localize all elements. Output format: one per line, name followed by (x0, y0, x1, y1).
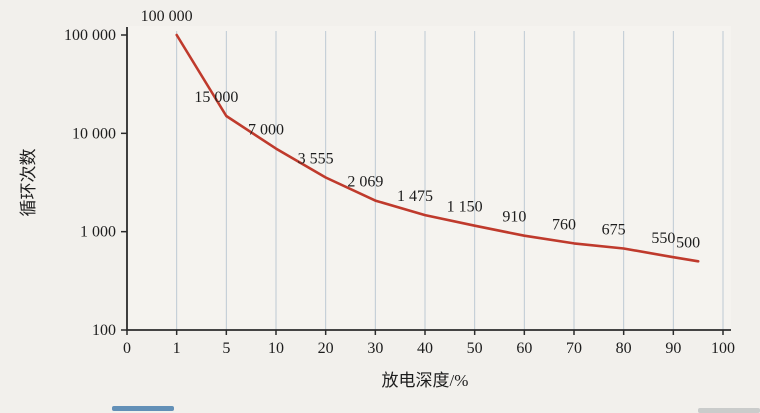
point-label: 1 475 (397, 188, 433, 205)
x-tick-label: 50 (467, 340, 483, 357)
x-tick-label: 1 (173, 340, 181, 357)
y-tick-label: 1 000 (80, 224, 116, 241)
point-label: 100 000 (141, 8, 193, 25)
x-tick-label: 0 (123, 340, 131, 357)
x-tick-label: 60 (516, 340, 532, 357)
cycle-life-curve (175, 33, 700, 263)
x-tick-label: 70 (566, 340, 582, 357)
point-label: 3 555 (298, 151, 334, 168)
scan-artifact-left (112, 406, 174, 411)
point-label: 550 (651, 230, 675, 247)
point-label: 675 (602, 221, 626, 238)
point-label: 15 000 (194, 89, 238, 106)
x-tick-label: 30 (367, 340, 383, 357)
y-tick-label: 10 000 (72, 125, 116, 142)
y-tick-label: 100 000 (64, 27, 116, 44)
point-label: 1 150 (447, 199, 483, 216)
x-tick-label: 80 (616, 340, 632, 357)
scan-artifact-right (698, 408, 760, 413)
point-label: 7 000 (248, 122, 284, 139)
x-tick-label: 10 (268, 340, 284, 357)
y-ticks (121, 34, 127, 331)
x-tick-label: 40 (417, 340, 433, 357)
point-label: 910 (502, 209, 526, 226)
point-label: 500 (676, 234, 700, 251)
x-tick-label: 5 (222, 340, 230, 357)
x-axis-title: 放电深度/% (382, 371, 469, 390)
x-tick-label: 100 (711, 340, 735, 357)
plot-area (127, 26, 731, 330)
point-label: 2 069 (347, 174, 383, 191)
y-axis-title: 循环次数 (19, 149, 38, 217)
x-tick-label: 90 (665, 340, 681, 357)
x-tick-label: 20 (318, 340, 334, 357)
x-ticks (126, 330, 724, 335)
point-label: 760 (552, 216, 576, 233)
y-tick-label: 100 (92, 322, 116, 339)
gridlines (176, 31, 724, 330)
